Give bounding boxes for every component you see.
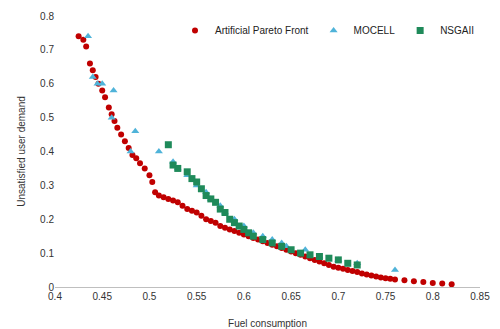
- svg-text:Fuel consumption: Fuel consumption: [228, 318, 307, 329]
- svg-text:0.1: 0.1: [40, 248, 54, 259]
- svg-text:MOCELL: MOCELL: [354, 25, 396, 36]
- svg-text:0.8: 0.8: [40, 11, 54, 22]
- svg-text:0.7: 0.7: [331, 291, 345, 302]
- svg-text:Unsatisfied user demand: Unsatisfied user demand: [16, 96, 27, 207]
- svg-text:0.5: 0.5: [142, 291, 156, 302]
- svg-text:0.75: 0.75: [376, 291, 396, 302]
- svg-text:0.4: 0.4: [40, 146, 54, 157]
- svg-text:0.55: 0.55: [187, 291, 207, 302]
- svg-text:0.65: 0.65: [281, 291, 301, 302]
- svg-text:0.6: 0.6: [237, 291, 251, 302]
- svg-text:NSGAII: NSGAII: [440, 25, 474, 36]
- svg-text:0.5: 0.5: [40, 112, 54, 123]
- svg-text:0.85: 0.85: [470, 291, 490, 302]
- svg-text:0.6: 0.6: [40, 78, 54, 89]
- svg-text:Artificial Pareto Front: Artificial Pareto Front: [215, 25, 309, 36]
- svg-text:0.45: 0.45: [92, 291, 112, 302]
- svg-text:0.8: 0.8: [426, 291, 440, 302]
- svg-text:0.3: 0.3: [40, 180, 54, 191]
- svg-text:0: 0: [48, 282, 54, 293]
- svg-text:0.2: 0.2: [40, 214, 54, 225]
- svg-text:0.7: 0.7: [40, 44, 54, 55]
- svg-text:0.4: 0.4: [48, 291, 62, 302]
